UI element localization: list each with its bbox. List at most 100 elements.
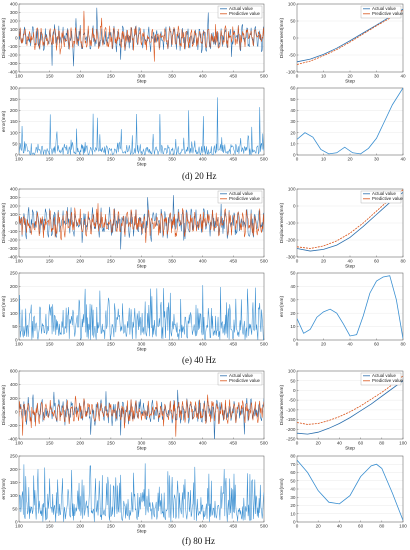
series-line-error [297,459,403,521]
x-tick-label: 200 [76,157,84,162]
x-tick-label: 300 [138,441,146,446]
x-tick-label: 200 [76,259,84,264]
y-tick-label: 150 [10,297,18,302]
y-tick-label: -400 [8,437,18,442]
y-tick-label: 50 [290,271,296,276]
y-tick-label: 100 [10,27,18,32]
legend-box [217,372,263,386]
y-tick-label: -200 [286,238,296,243]
y-tick-label: -300 [8,61,18,66]
x-tick-label: 400 [199,157,207,162]
chart-e-main-error: 100 150 200 250 300 350 400 450 500 0 50 100 150 200 2… [1,271,268,353]
y-tick-label: -100 [8,44,18,49]
y-axis-label: Displacement(mm) [1,202,7,243]
y-axis-label: error(mm) [1,110,7,132]
x-tick-label: 10 [321,74,327,79]
x-tick-label: 500 [260,441,268,446]
x-tick-label: 80 [379,524,385,529]
y-tick-label: 200 [10,19,18,24]
y-tick-label: 200 [10,396,18,401]
y-tick-label: -200 [8,53,18,58]
x-tick-label: 40 [400,74,406,79]
x-tick-label: 300 [138,342,146,347]
y-tick-label: 100 [10,130,18,135]
x-tick-label: 450 [230,157,238,162]
y-axis-label: error(mm) [279,295,285,317]
series-line-actual-value [297,192,403,252]
series-line-actual-value [297,380,403,435]
y-tick-label: 50 [12,506,18,511]
y-tick-label: 100 [10,311,18,316]
legend-box [360,5,402,19]
y-axis-label: Displacement(mm) [1,17,7,58]
x-tick-label: 350 [168,342,176,347]
x-tick-label: 300 [138,259,146,264]
y-tick-label: 50 [290,19,296,24]
plot-frame [296,370,404,440]
y-tick-label: 10 [290,324,296,329]
series-line-predictive-value [297,9,403,65]
x-tick-label: 100 [15,157,23,162]
x-tick-label: 350 [168,524,176,529]
x-tick-label: 100 [15,342,23,347]
y-tick-label: 0 [15,520,18,525]
x-tick-label: 10 [321,157,327,162]
x-tick-label: 20 [321,342,327,347]
x-axis-label: Step [137,529,147,535]
x-tick-label: 20 [347,157,353,162]
x-tick-label: 500 [260,524,268,529]
y-tick-label: 300 [10,10,18,15]
x-tick-label: 150 [46,157,54,162]
y-tick-label: 0 [293,204,296,209]
y-tick-label: 400 [10,187,18,192]
y-tick-label: 0 [15,221,18,226]
x-tick-label: 250 [107,441,115,446]
legend-box [217,5,263,19]
x-tick-label: 500 [260,342,268,347]
y-tick-label: 50 [290,478,296,483]
series-line-predictive-value [19,394,264,437]
series-line-error [297,88,403,155]
y-tick-label: -200 [286,427,296,432]
y-tick-label: 60 [290,470,296,475]
series-line-predictive-value [297,375,403,425]
y-tick-label: 0 [293,338,296,343]
x-tick-label: 20 [347,74,353,79]
y-tick-label: 150 [10,119,18,124]
y-tick-label: 40 [290,108,296,113]
y-axis-label: Displacement(mm) [1,384,7,425]
x-tick-label: 450 [230,441,238,446]
y-tick-label: 200 [10,204,18,209]
x-tick-label: 200 [76,74,84,79]
x-tick-label: 400 [199,441,207,446]
chart-f-main-error: 100 150 200 250 300 350 400 450 500 0 50 100 150 200 2… [1,454,268,535]
x-tick-label: 40 [337,524,343,529]
legend-box [360,190,402,204]
x-axis-label: Step [137,264,147,270]
y-tick-label: 200 [10,467,18,472]
series-line-error [19,285,264,340]
y-tick-label: -300 [8,246,18,251]
x-tick-label: 200 [76,342,84,347]
y-tick-label: 0 [293,520,296,525]
y-tick-label: 20 [290,311,296,316]
x-tick-label: 200 [76,524,84,529]
y-tick-label: 0 [15,409,18,414]
y-tick-label: 10 [290,511,296,516]
x-tick-label: 500 [260,157,268,162]
y-tick-label: 50 [290,97,296,102]
x-tick-label: 450 [230,74,238,79]
y-axis-label: Displacement(mm) [279,17,285,58]
y-tick-label: 40 [290,487,296,492]
y-tick-label: 150 [10,480,18,485]
caption-e: (e) 40 Hz [182,355,216,365]
x-tick-label: 0 [296,524,299,529]
y-tick-label: 600 [10,369,18,374]
x-tick-label: 60 [374,259,380,264]
series-line-actual-value [19,389,264,439]
y-tick-label: 30 [290,297,296,302]
legend-label: Predictive value [372,196,404,201]
